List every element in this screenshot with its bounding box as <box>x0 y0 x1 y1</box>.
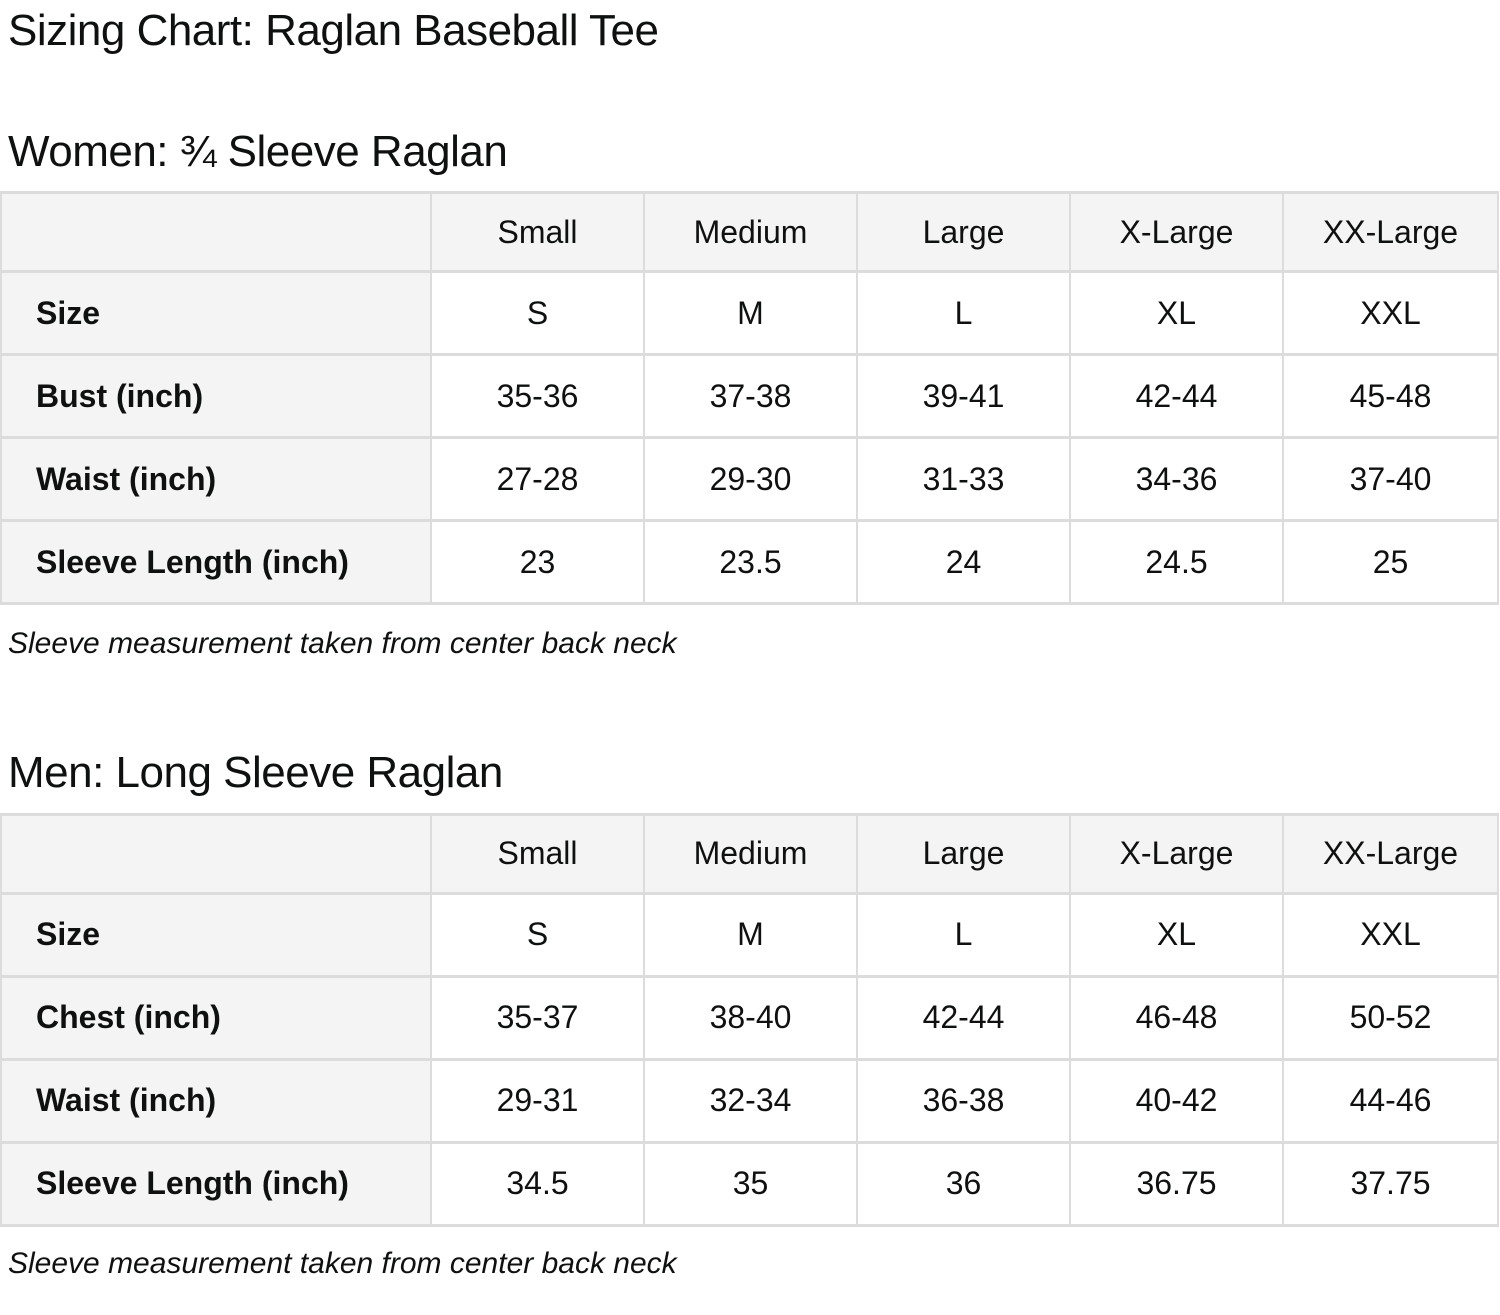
table-cell: M <box>643 891 858 978</box>
section-heading-men: Men: Long Sleeve Raglan <box>8 748 503 798</box>
table-cell: 44-46 <box>1282 1057 1499 1144</box>
table-cell: XXL <box>1282 270 1499 357</box>
table-cell: 34.5 <box>430 1140 645 1227</box>
men-size-table: Small Medium Large X-Large XX-Large Size… <box>0 812 1499 1227</box>
row-label-size: Size <box>0 891 432 978</box>
table-cell: 36.75 <box>1069 1140 1284 1227</box>
row-label-sleeve-length: Sleeve Length (inch) <box>0 1140 432 1227</box>
table-cell: L <box>856 891 1071 978</box>
table-cell: 37-38 <box>643 353 858 440</box>
table-row-sleeve-length: Sleeve Length (inch) 34.5 35 36 36.75 37… <box>0 1140 1499 1227</box>
table-row-sleeve-length: Sleeve Length (inch) 23 23.5 24 24.5 25 <box>0 519 1499 606</box>
table-cell: 50-52 <box>1282 974 1499 1061</box>
table-cell: 38-40 <box>643 974 858 1061</box>
row-label-chest: Chest (inch) <box>0 974 432 1061</box>
table-cell: 34-36 <box>1069 436 1284 523</box>
table-cell: XXL <box>1282 891 1499 978</box>
table-row-size: Size S M L XL XXL <box>0 270 1499 357</box>
table-cell: 35 <box>643 1140 858 1227</box>
column-header-xlarge: X-Large <box>1069 812 1284 895</box>
column-header-large: Large <box>856 812 1071 895</box>
table-cell: XL <box>1069 891 1284 978</box>
table-cell: 45-48 <box>1282 353 1499 440</box>
column-header-medium: Medium <box>643 812 858 895</box>
section-heading-women: Women: ¾ Sleeve Raglan <box>8 126 508 176</box>
table-cell: 37.75 <box>1282 1140 1499 1227</box>
table-cell: 29-30 <box>643 436 858 523</box>
column-header-large: Large <box>856 191 1071 274</box>
table-cell: 40-42 <box>1069 1057 1284 1144</box>
table-cell: 39-41 <box>856 353 1071 440</box>
table-cell: 35-37 <box>430 974 645 1061</box>
sleeve-note-men: Sleeve measurement taken from center bac… <box>8 1246 677 1280</box>
table-row-waist: Waist (inch) 29-31 32-34 36-38 40-42 44-… <box>0 1057 1499 1144</box>
table-cell: L <box>856 270 1071 357</box>
column-header-small: Small <box>430 812 645 895</box>
row-label-sleeve-length: Sleeve Length (inch) <box>0 519 432 606</box>
table-cell: S <box>430 270 645 357</box>
row-label-bust: Bust (inch) <box>0 353 432 440</box>
table-cell: 29-31 <box>430 1057 645 1144</box>
table-cell: XL <box>1069 270 1284 357</box>
row-label-waist: Waist (inch) <box>0 436 432 523</box>
column-header-xlarge: X-Large <box>1069 191 1284 274</box>
table-cell: 35-36 <box>430 353 645 440</box>
table-row-bust: Bust (inch) 35-36 37-38 39-41 42-44 45-4… <box>0 353 1499 440</box>
table-cell: 42-44 <box>856 974 1071 1061</box>
column-header-blank <box>0 191 432 274</box>
page-title: Sizing Chart: Raglan Baseball Tee <box>8 6 659 55</box>
table-cell: 25 <box>1282 519 1499 606</box>
table-cell: S <box>430 891 645 978</box>
women-size-table: Small Medium Large X-Large XX-Large Size… <box>0 191 1499 606</box>
table-cell: 31-33 <box>856 436 1071 523</box>
sleeve-note-women: Sleeve measurement taken from center bac… <box>8 627 677 661</box>
table-row-waist: Waist (inch) 27-28 29-30 31-33 34-36 37-… <box>0 436 1499 523</box>
table-cell: 42-44 <box>1069 353 1284 440</box>
table-cell: 23.5 <box>643 519 858 606</box>
table-cell: 27-28 <box>430 436 645 523</box>
table-cell: 24.5 <box>1069 519 1284 606</box>
table-row-chest: Chest (inch) 35-37 38-40 42-44 46-48 50-… <box>0 974 1499 1061</box>
column-header-medium: Medium <box>643 191 858 274</box>
table-cell: 46-48 <box>1069 974 1284 1061</box>
table-header-row: Small Medium Large X-Large XX-Large <box>0 191 1499 274</box>
table-cell: 24 <box>856 519 1071 606</box>
table-row-size: Size S M L XL XXL <box>0 891 1499 978</box>
table-header-row: Small Medium Large X-Large XX-Large <box>0 812 1499 895</box>
column-header-blank <box>0 812 432 895</box>
table-cell: M <box>643 270 858 357</box>
column-header-xxlarge: XX-Large <box>1282 191 1499 274</box>
column-header-small: Small <box>430 191 645 274</box>
table-cell: 36 <box>856 1140 1071 1227</box>
table-cell: 32-34 <box>643 1057 858 1144</box>
table-cell: 36-38 <box>856 1057 1071 1144</box>
table-cell: 23 <box>430 519 645 606</box>
column-header-xxlarge: XX-Large <box>1282 812 1499 895</box>
row-label-size: Size <box>0 270 432 357</box>
row-label-waist: Waist (inch) <box>0 1057 432 1144</box>
table-cell: 37-40 <box>1282 436 1499 523</box>
